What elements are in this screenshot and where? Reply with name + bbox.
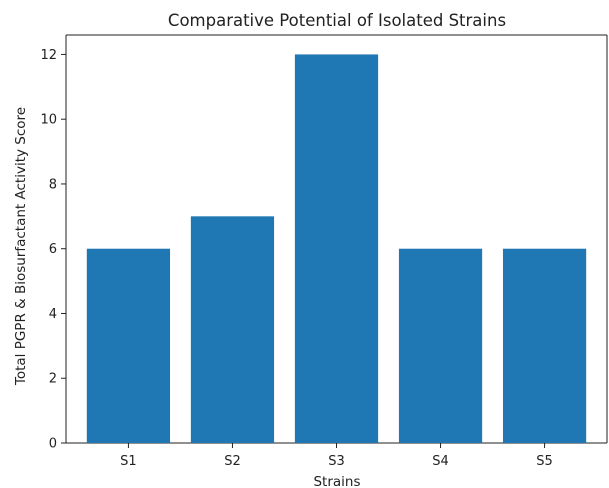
y-tick-label: 12 [40,48,57,63]
y-axis-ticks: 0 2 4 6 8 10 12 [40,48,66,452]
x-tick-label: S4 [432,454,449,469]
y-tick-label: 4 [49,307,57,322]
x-axis-label: Strains [313,474,360,488]
bar-s3 [294,54,379,444]
bars-group [86,54,587,444]
chart-title: Comparative Potential of Isolated Strain… [168,11,506,30]
x-tick-label: S5 [536,454,553,469]
y-tick-label: 2 [49,372,57,387]
y-tick-label: 10 [40,113,57,128]
bar-s5 [502,248,587,443]
bar-s2 [190,216,275,443]
x-tick-label: S3 [328,454,345,469]
y-tick-label: 6 [49,242,57,257]
y-tick-label: 0 [49,437,57,452]
x-tick-label: S2 [224,454,241,469]
x-tick-label: S1 [120,454,137,469]
y-axis-label: Total PGPR & Biosurfactant Activity Scor… [13,107,29,386]
bar-s1 [86,248,171,443]
x-axis-ticks: S1 S2 S3 S4 S5 [120,443,553,469]
bar-s4 [398,248,483,443]
y-tick-label: 8 [49,177,57,192]
